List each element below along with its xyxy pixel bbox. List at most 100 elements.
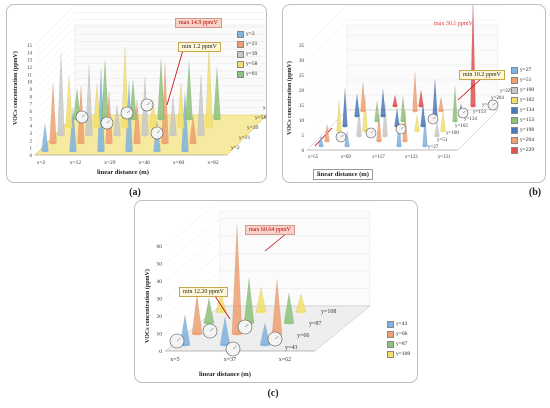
grid-line — [306, 79, 348, 121]
legend-item: y=21 — [237, 39, 257, 49]
grid-line — [306, 94, 348, 136]
y-tick-label: y=100 — [446, 131, 459, 136]
legend-label: y=134 — [520, 107, 535, 113]
legend-swatch — [387, 340, 394, 348]
data-cone-base — [189, 141, 197, 145]
legend-swatch — [511, 136, 518, 144]
z-tick-label: 25 — [299, 74, 305, 79]
y-tick-label: y=87 — [309, 321, 321, 327]
clock-marker-hand — [81, 114, 86, 118]
chart-panel-b: 0 5 10 15 20 25 30 35 x=55 x=69 x=117 x=123 x=131 y=2… — [282, 4, 546, 183]
clock-marker-hand — [274, 336, 279, 340]
legend-swatch — [387, 320, 394, 328]
data-cone-base — [169, 133, 177, 137]
x-tick-label: x=60 — [173, 160, 185, 166]
legend-label: y=102 — [520, 97, 535, 103]
grid-line — [34, 12, 76, 53]
y-tick-label: y=66 — [297, 333, 309, 339]
data-cone-base — [204, 321, 214, 325]
grid-line — [34, 48, 76, 90]
data-cone-base — [213, 117, 221, 121]
data-cone-base — [376, 139, 382, 143]
x-tick-label: x=123 — [405, 155, 418, 160]
caption-c: (c) — [267, 388, 279, 399]
y-tick-label: y=153 — [473, 110, 486, 115]
data-cone-base — [440, 129, 446, 133]
data-cone-base — [113, 133, 121, 137]
data-cone-base — [121, 125, 129, 129]
legend-item: y=153 — [511, 115, 534, 125]
data-cone-base — [434, 134, 440, 138]
legend-swatch — [511, 96, 518, 104]
legend-swatch — [511, 106, 518, 114]
legend-item: y=43 — [387, 319, 410, 329]
data-cone-base — [374, 119, 380, 123]
legend-swatch — [237, 60, 244, 68]
clock-marker-hand — [492, 102, 496, 106]
grid-line — [306, 5, 348, 46]
data-cone-base — [402, 139, 408, 143]
data-cone-base — [318, 144, 324, 148]
z-tick-label: 13 — [27, 59, 33, 64]
legend-swatch — [511, 116, 518, 124]
data-cone — [49, 82, 57, 144]
chart-a-min-callout: min 1.2 ppmV — [178, 42, 221, 52]
x-tick-label: x=2 — [37, 160, 46, 166]
legend-swatch — [237, 30, 244, 38]
data-cone-base — [452, 119, 458, 123]
z-tick-label: 15 — [299, 104, 305, 109]
chart-b-svg: 0 5 10 15 20 25 30 35 x=55 x=69 x=117 x=123 x=131 y=2… — [299, 5, 513, 160]
y-tick-label: y=21 — [239, 135, 251, 141]
data-cone-base — [438, 109, 444, 113]
chart-b-xlabel: linear distance (m) — [313, 169, 373, 180]
legend-label: y=87 — [396, 341, 408, 347]
data-cone-base — [356, 134, 362, 138]
y-tick-label: y=204 — [491, 96, 504, 101]
legend-item: y=100 — [511, 85, 534, 95]
data-cone-base — [392, 104, 398, 108]
x-tick-label: x=29 — [104, 160, 116, 166]
data-cone-base — [360, 109, 366, 113]
legend-label: y=21 — [246, 41, 258, 47]
legend-swatch — [511, 66, 518, 74]
legend-item: y=87 — [387, 339, 410, 349]
legend-item: y=198 — [511, 125, 534, 135]
z-tick-label: 9 — [30, 88, 33, 93]
y-tick-label: y=2 — [231, 145, 240, 151]
legend-item: y=134 — [511, 105, 534, 115]
min-arrow — [457, 76, 484, 101]
legend-label: y=153 — [520, 117, 535, 123]
data-cone-base — [105, 141, 113, 145]
data-cone-base — [382, 134, 388, 138]
clock-marker-hand — [340, 134, 344, 138]
legend-swatch — [237, 70, 244, 78]
x-tick-label: x=55 — [308, 155, 319, 160]
grid-line — [164, 201, 221, 247]
grid-line — [306, 49, 348, 91]
y-tick-label: y=58 — [255, 115, 266, 121]
data-cone-base — [418, 104, 424, 108]
data-cone-base — [422, 144, 428, 148]
legend-label: y=58 — [246, 61, 258, 67]
x-tick-label: x=46 — [139, 160, 151, 166]
z-tick-label: 5 — [302, 134, 305, 139]
data-cone-base — [41, 149, 49, 153]
z-tick-label: 0 — [159, 349, 162, 355]
z-tick-label: 8 — [30, 95, 33, 100]
legend-item: y=108 — [387, 349, 410, 359]
data-cone-base — [97, 149, 105, 153]
data-cone — [57, 52, 65, 136]
back-wall — [219, 210, 371, 307]
legend-item: y=229 — [511, 145, 534, 155]
data-cone-base — [400, 119, 406, 123]
data-cone — [342, 87, 348, 127]
z-tick-label: 10 — [299, 119, 305, 124]
data-cone-base — [412, 109, 418, 113]
data-cone-base — [133, 141, 141, 145]
min-arrow — [212, 292, 231, 320]
y-tick-label: y=102 — [455, 124, 468, 129]
red-arrow — [314, 127, 333, 147]
grid-line — [34, 70, 76, 112]
z-tick-label: 20 — [157, 314, 163, 320]
